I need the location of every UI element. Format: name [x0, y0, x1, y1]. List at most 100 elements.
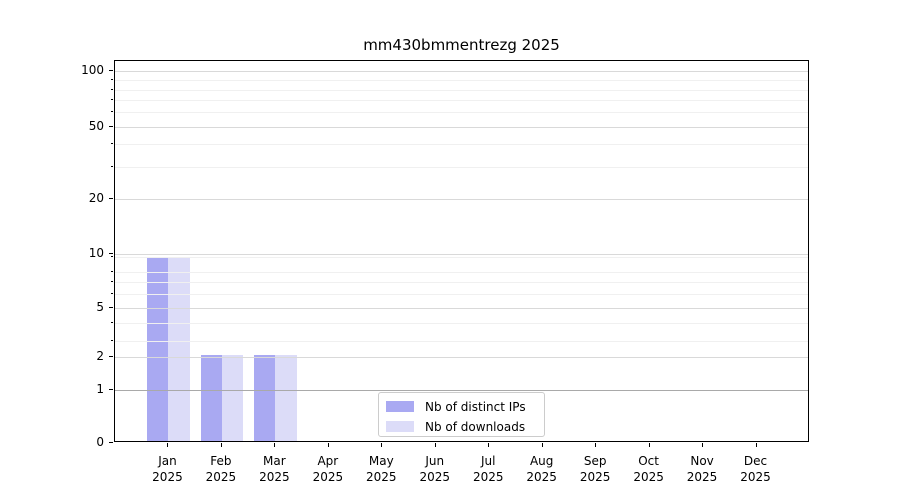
- gridline-major: [115, 71, 808, 72]
- legend-item: Nb of distinct IPs: [386, 398, 536, 415]
- y-tick: [109, 355, 113, 357]
- gridline-minor: [115, 257, 808, 259]
- gridline-one: [115, 390, 808, 392]
- x-tick: [167, 443, 169, 447]
- x-tick-year: 2025: [579, 470, 611, 484]
- y-tick-label: 20: [88, 191, 104, 206]
- x-tick-label: Jul 2025: [456, 453, 520, 485]
- x-tick-label: Sep 2025: [563, 453, 627, 485]
- y-tick-label: 50: [88, 119, 104, 133]
- gridline-minor: [115, 80, 808, 82]
- legend-swatch-icon: [386, 401, 414, 412]
- x-tick-label: Oct 2025: [617, 453, 681, 485]
- x-tick-year: 2025: [686, 470, 718, 484]
- x-tick-month: Nov: [690, 454, 714, 468]
- y-tick: [109, 70, 113, 71]
- x-tick-year: 2025: [740, 470, 771, 484]
- y-tick-label: 5: [96, 300, 104, 314]
- y-tick-minor: [111, 270, 113, 272]
- bar-nb-of-downloads-jan: [168, 257, 190, 441]
- x-tick-label: Apr 2025: [296, 453, 360, 485]
- x-tick-month: Feb: [210, 454, 232, 468]
- bar-nb-of-distinct-ips-mar: [254, 354, 276, 441]
- x-tick-month: Jul: [480, 454, 496, 468]
- x-tick: [755, 443, 757, 447]
- gridline-major: [115, 253, 808, 255]
- legend-item: Nb of downloads: [386, 418, 536, 435]
- x-tick-month: Aug: [529, 454, 554, 468]
- gridline-minor: [115, 111, 808, 113]
- x-tick-year: 2025: [419, 470, 451, 484]
- y-tick-label: 100: [81, 63, 104, 77]
- gridline-minor: [115, 282, 808, 284]
- bar-nb-of-downloads-feb: [221, 354, 244, 441]
- legend-label: Nb of distinct IPs: [425, 399, 526, 414]
- x-tick-year: 2025: [205, 470, 237, 484]
- x-tick-label: Jun 2025: [403, 453, 467, 485]
- x-tick-year: 2025: [472, 470, 504, 484]
- x-tick-label: Aug 2025: [510, 453, 574, 485]
- x-tick-label: Jan 2025: [135, 453, 199, 485]
- y-tick-minor: [111, 110, 113, 112]
- y-tick-minor: [111, 340, 113, 341]
- x-tick-label: Feb 2025: [189, 453, 253, 485]
- x-tick: [702, 443, 704, 447]
- x-tick-year: 2025: [366, 470, 397, 484]
- x-tick-year: 2025: [259, 470, 290, 484]
- gridline-major: [115, 127, 808, 128]
- gridline-minor: [115, 341, 808, 342]
- x-tick: [381, 443, 383, 447]
- y-tick-minor: [111, 256, 113, 258]
- x-tick-label: Mar 2025: [242, 453, 306, 485]
- legend-swatch-icon: [386, 421, 414, 432]
- x-tick: [595, 443, 597, 447]
- x-tick-month: Dec: [743, 454, 768, 468]
- bar-nb-of-distinct-ips-jan: [147, 257, 169, 441]
- x-tick-month: Oct: [638, 454, 659, 468]
- y-tick-label: 0: [96, 435, 104, 449]
- x-tick: [541, 443, 543, 447]
- x-tick-year: 2025: [526, 470, 557, 484]
- y-tick-label: 2: [96, 348, 104, 363]
- y-tick: [109, 442, 113, 443]
- grid-layer: [115, 61, 808, 441]
- gridline-minor: [115, 271, 808, 273]
- gridline-minor: [115, 323, 808, 324]
- gridline-minor: [115, 166, 808, 168]
- x-tick-label: Dec 2025: [724, 453, 788, 485]
- x-tick-label: May 2025: [349, 453, 413, 485]
- legend-label: Nb of downloads: [425, 419, 526, 434]
- gridline-minor: [115, 144, 808, 146]
- x-tick: [648, 443, 650, 447]
- x-tick-month: Sep: [583, 454, 607, 468]
- gridline-major: [115, 356, 808, 358]
- y-tick: [109, 389, 113, 391]
- y-tick: [109, 307, 113, 308]
- x-tick-year: 2025: [152, 470, 183, 484]
- bars-layer: [115, 61, 808, 441]
- legend: Nb of distinct IPs Nb of downloads: [378, 392, 545, 437]
- x-tick: [434, 443, 436, 447]
- gridline-minor: [115, 294, 808, 296]
- x-tick-month: Jun: [425, 454, 445, 468]
- bar-nb-of-downloads-mar: [275, 354, 297, 441]
- y-tick-label: 10: [88, 245, 104, 260]
- y-tick-minor: [111, 79, 113, 81]
- gridline-minor: [115, 90, 808, 92]
- x-tick-label: Nov 2025: [670, 453, 734, 485]
- chart-title: mm430bmmentrezg 2025: [363, 36, 560, 54]
- y-tick: [109, 126, 113, 127]
- y-tick-minor: [111, 99, 113, 101]
- gridline-minor: [115, 100, 808, 102]
- gridline-major: [115, 308, 808, 309]
- y-tick-minor: [111, 89, 113, 91]
- gridline-major: [115, 199, 808, 201]
- y-tick-minor: [111, 165, 113, 167]
- y-tick-minor: [111, 281, 113, 283]
- x-tick: [327, 443, 329, 447]
- x-tick-month: Mar: [263, 454, 286, 468]
- x-tick-year: 2025: [633, 470, 664, 484]
